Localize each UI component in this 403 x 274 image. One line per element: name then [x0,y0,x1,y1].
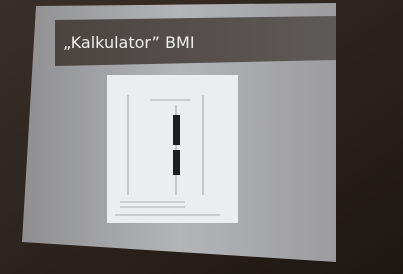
nomogram-bar [173,115,180,145]
page: „Kalkulator” BMI (() => { const data = J… [0,0,403,274]
slide-title: „Kalkulator” BMI [63,33,195,52]
photo: „Kalkulator” BMI [0,0,403,274]
nomogram-bar [173,150,180,175]
nomogram-image [107,75,238,223]
